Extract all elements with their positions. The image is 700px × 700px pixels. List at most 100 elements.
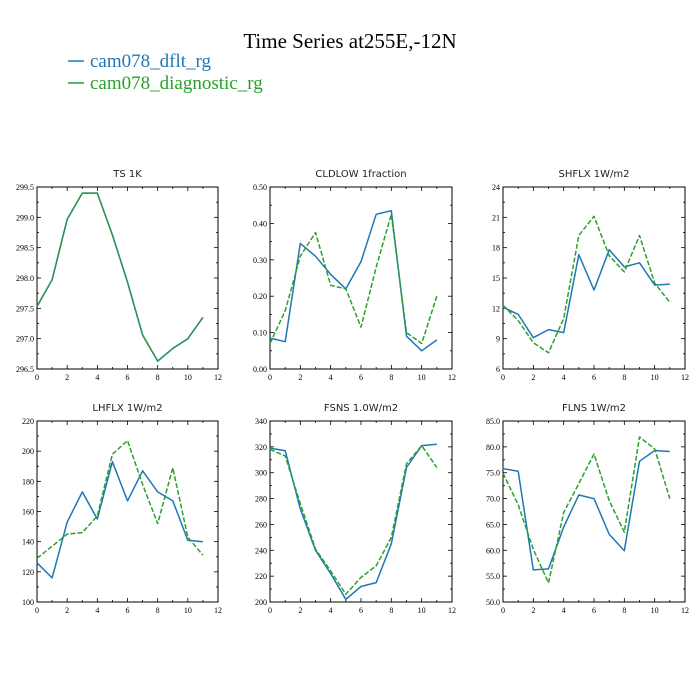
y-tick-label: 240 xyxy=(255,546,267,555)
legend-label-dflt: cam078_dflt_rg xyxy=(90,51,212,72)
chart-panel-1: CLDLOW 1fraction 0 2 4 6 8 10 12 0.00 0.10 0.20 0.3… xyxy=(253,169,456,382)
chart-panel-4: FSNS 1.0W/m2 0 2 4 6 8 10 12 200 220 240 260 280 300 3… xyxy=(255,403,456,615)
x-tick-label: 12 xyxy=(214,606,222,615)
y-tick-label: 21 xyxy=(492,213,500,222)
x-tick-label: 8 xyxy=(156,606,160,615)
series-line-diagnostic xyxy=(36,439,204,559)
x-tick-label: 2 xyxy=(65,606,69,615)
y-tick-label: 340 xyxy=(255,417,267,426)
y-tick-label: 200 xyxy=(22,447,34,456)
series-line-diagnostic xyxy=(269,213,438,345)
y-tick-label: 299.0 xyxy=(16,213,34,222)
x-tick-label: 2 xyxy=(65,373,69,382)
y-tick-label: 70.0 xyxy=(486,495,500,504)
y-tick-label: 298.5 xyxy=(16,244,34,253)
y-tick-label: 297.5 xyxy=(16,304,34,313)
y-tick-label: 320 xyxy=(255,443,267,452)
panel-title: FSNS 1.0W/m2 xyxy=(324,403,398,414)
x-tick-label: 8 xyxy=(389,373,393,382)
chart-panels: TS 1K 0 2 4 6 8 10 12 296.5 297.0 297.5 298.0 298.5 2… xyxy=(16,169,689,615)
series-line-diagnostic xyxy=(36,192,204,362)
x-tick-label: 4 xyxy=(95,606,99,615)
y-tick-label: 6 xyxy=(496,365,500,374)
y-tick-label: 55.0 xyxy=(486,572,500,581)
x-tick-label: 12 xyxy=(214,373,222,382)
y-tick-label: 15 xyxy=(492,274,500,283)
x-tick-label: 0 xyxy=(268,373,272,382)
chart-panel-0: TS 1K 0 2 4 6 8 10 12 296.5 297.0 297.5 298.0 298.5 2… xyxy=(16,169,222,382)
series-line-dflt xyxy=(502,248,670,339)
y-tick-label: 140 xyxy=(22,538,34,547)
x-tick-label: 10 xyxy=(184,606,192,615)
legend: cam078_dflt_rg cam078_diagnostic_rg xyxy=(68,51,263,94)
y-tick-label: 75.0 xyxy=(486,469,500,478)
panel-title: TS 1K xyxy=(112,169,142,180)
y-tick-label: 80.0 xyxy=(486,443,500,452)
x-tick-label: 4 xyxy=(329,606,333,615)
y-tick-label: 180 xyxy=(22,477,34,486)
x-tick-label: 10 xyxy=(651,606,659,615)
x-tick-label: 8 xyxy=(156,373,160,382)
panel-title: FLNS 1W/m2 xyxy=(562,403,626,414)
x-tick-label: 8 xyxy=(389,606,393,615)
y-tick-label: 18 xyxy=(492,244,500,253)
plot-frame xyxy=(269,186,453,370)
y-tick-label: 100 xyxy=(22,598,34,607)
x-tick-label: 10 xyxy=(651,373,659,382)
plot-frame xyxy=(502,420,686,603)
plot-frame xyxy=(502,186,686,370)
series-line-dflt xyxy=(36,460,203,579)
x-tick-label: 4 xyxy=(329,373,333,382)
x-tick-label: 4 xyxy=(562,606,566,615)
y-tick-label: 300 xyxy=(255,469,267,478)
y-tick-label: 0.20 xyxy=(253,292,267,301)
legend-label-diagnostic: cam078_diagnostic_rg xyxy=(90,73,263,94)
x-tick-label: 6 xyxy=(592,373,596,382)
y-tick-label: 298.0 xyxy=(16,274,34,283)
y-tick-label: 0.10 xyxy=(253,329,267,338)
series-line-dflt xyxy=(269,443,437,601)
x-tick-label: 0 xyxy=(35,606,39,615)
x-tick-label: 4 xyxy=(95,373,99,382)
y-tick-label: 160 xyxy=(22,508,34,517)
y-tick-label: 0.30 xyxy=(253,256,267,265)
y-tick-label: 299.5 xyxy=(16,183,34,192)
x-tick-label: 6 xyxy=(126,373,130,382)
x-tick-label: 8 xyxy=(622,606,626,615)
x-tick-label: 2 xyxy=(531,606,535,615)
y-tick-label: 220 xyxy=(255,572,267,581)
chart-panel-5: FLNS 1W/m2 0 2 4 6 8 10 12 50.0 55.0 60.0 65.0 70.0 7… xyxy=(486,403,689,615)
y-tick-label: 296.5 xyxy=(16,365,34,374)
y-tick-label: 297.0 xyxy=(16,335,34,344)
y-tick-label: 12 xyxy=(492,304,500,313)
y-tick-label: 0.00 xyxy=(253,365,267,374)
x-tick-label: 6 xyxy=(359,373,363,382)
y-tick-label: 65.0 xyxy=(486,520,500,529)
panel-title: CLDLOW 1fraction xyxy=(315,169,406,180)
y-tick-label: 280 xyxy=(255,495,267,504)
series-line-diagnostic xyxy=(502,215,671,354)
y-tick-label: 200 xyxy=(255,598,267,607)
x-tick-label: 4 xyxy=(562,373,566,382)
x-tick-label: 0 xyxy=(501,373,505,382)
x-tick-label: 2 xyxy=(298,606,302,615)
x-tick-label: 2 xyxy=(531,373,535,382)
panel-title: LHFLX 1W/m2 xyxy=(92,403,162,414)
x-tick-label: 12 xyxy=(681,606,689,615)
y-tick-label: 220 xyxy=(22,417,34,426)
y-tick-label: 120 xyxy=(22,568,34,577)
y-tick-label: 9 xyxy=(496,335,500,344)
x-tick-label: 12 xyxy=(448,606,456,615)
y-tick-label: 60.0 xyxy=(486,546,500,555)
plot-frame xyxy=(269,420,453,603)
series-line-dflt xyxy=(502,449,670,571)
x-tick-label: 0 xyxy=(268,606,272,615)
y-tick-label: 85.0 xyxy=(486,417,500,426)
series-line-diagnostic xyxy=(502,436,671,584)
panel-title: SHFLX 1W/m2 xyxy=(559,169,630,180)
x-tick-label: 6 xyxy=(592,606,596,615)
x-tick-label: 10 xyxy=(418,373,426,382)
x-tick-label: 12 xyxy=(448,373,456,382)
